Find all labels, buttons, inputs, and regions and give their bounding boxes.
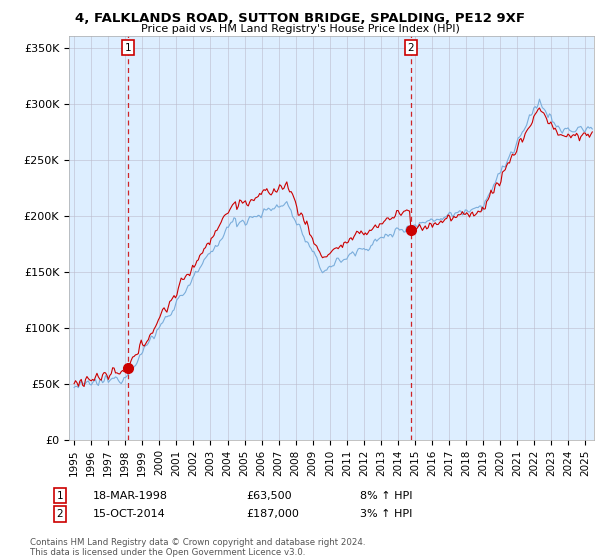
Text: 8% ↑ HPI: 8% ↑ HPI bbox=[360, 491, 413, 501]
Text: 3% ↑ HPI: 3% ↑ HPI bbox=[360, 509, 412, 519]
Text: Price paid vs. HM Land Registry's House Price Index (HPI): Price paid vs. HM Land Registry's House … bbox=[140, 24, 460, 34]
Text: 4, FALKLANDS ROAD, SUTTON BRIDGE, SPALDING, PE12 9XF: 4, FALKLANDS ROAD, SUTTON BRIDGE, SPALDI… bbox=[75, 12, 525, 25]
Text: 15-OCT-2014: 15-OCT-2014 bbox=[93, 509, 166, 519]
Text: 18-MAR-1998: 18-MAR-1998 bbox=[93, 491, 168, 501]
Text: 2: 2 bbox=[407, 43, 415, 53]
Text: £187,000: £187,000 bbox=[246, 509, 299, 519]
Text: 1: 1 bbox=[56, 491, 64, 501]
Text: Contains HM Land Registry data © Crown copyright and database right 2024.
This d: Contains HM Land Registry data © Crown c… bbox=[30, 538, 365, 557]
Text: £63,500: £63,500 bbox=[246, 491, 292, 501]
Text: 2: 2 bbox=[56, 509, 64, 519]
Text: 1: 1 bbox=[125, 43, 131, 53]
